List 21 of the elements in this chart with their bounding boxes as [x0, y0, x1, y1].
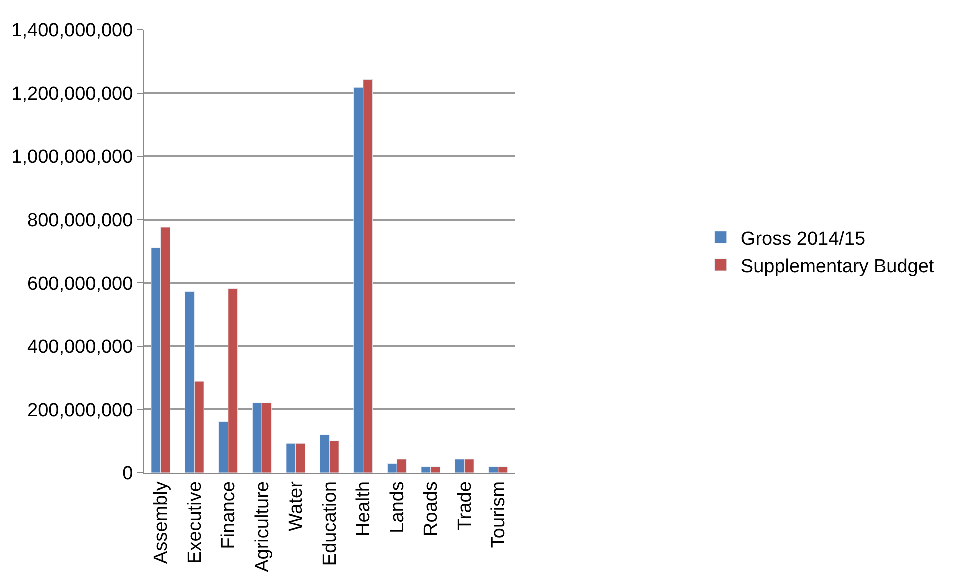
- y-tick-label: 1,400,000,000: [12, 20, 134, 42]
- y-tick-label: 0: [122, 464, 134, 485]
- x-tick-label: Agriculture: [252, 482, 274, 572]
- x-tick-label: Tourism: [488, 482, 510, 548]
- x-tick-label: Trade: [454, 482, 476, 531]
- x-tick-label: Lands: [387, 482, 408, 534]
- x-tick-label: Executive: [184, 482, 206, 564]
- y-tick-label: 600,000,000: [28, 274, 134, 295]
- y-tick-label: 200,000,000: [28, 400, 134, 422]
- y-tick-label: 1,200,000,000: [12, 84, 134, 105]
- legend-label: Supplementary Budget: [740, 256, 935, 278]
- x-tick-label: Education: [320, 482, 341, 566]
- y-tick-label: 800,000,000: [28, 210, 134, 232]
- x-tick-label: Finance: [218, 482, 240, 550]
- y-tick-label: 400,000,000: [28, 337, 134, 358]
- y-tick-label: 1,000,000,000: [12, 147, 134, 168]
- x-tick-label: Water: [286, 480, 308, 532]
- x-tick-label: Roads: [421, 482, 442, 537]
- x-tick-label: Assembly: [151, 481, 172, 564]
- legend-label: Gross 2014/15: [740, 228, 866, 250]
- x-tick-label: Health: [354, 482, 375, 537]
